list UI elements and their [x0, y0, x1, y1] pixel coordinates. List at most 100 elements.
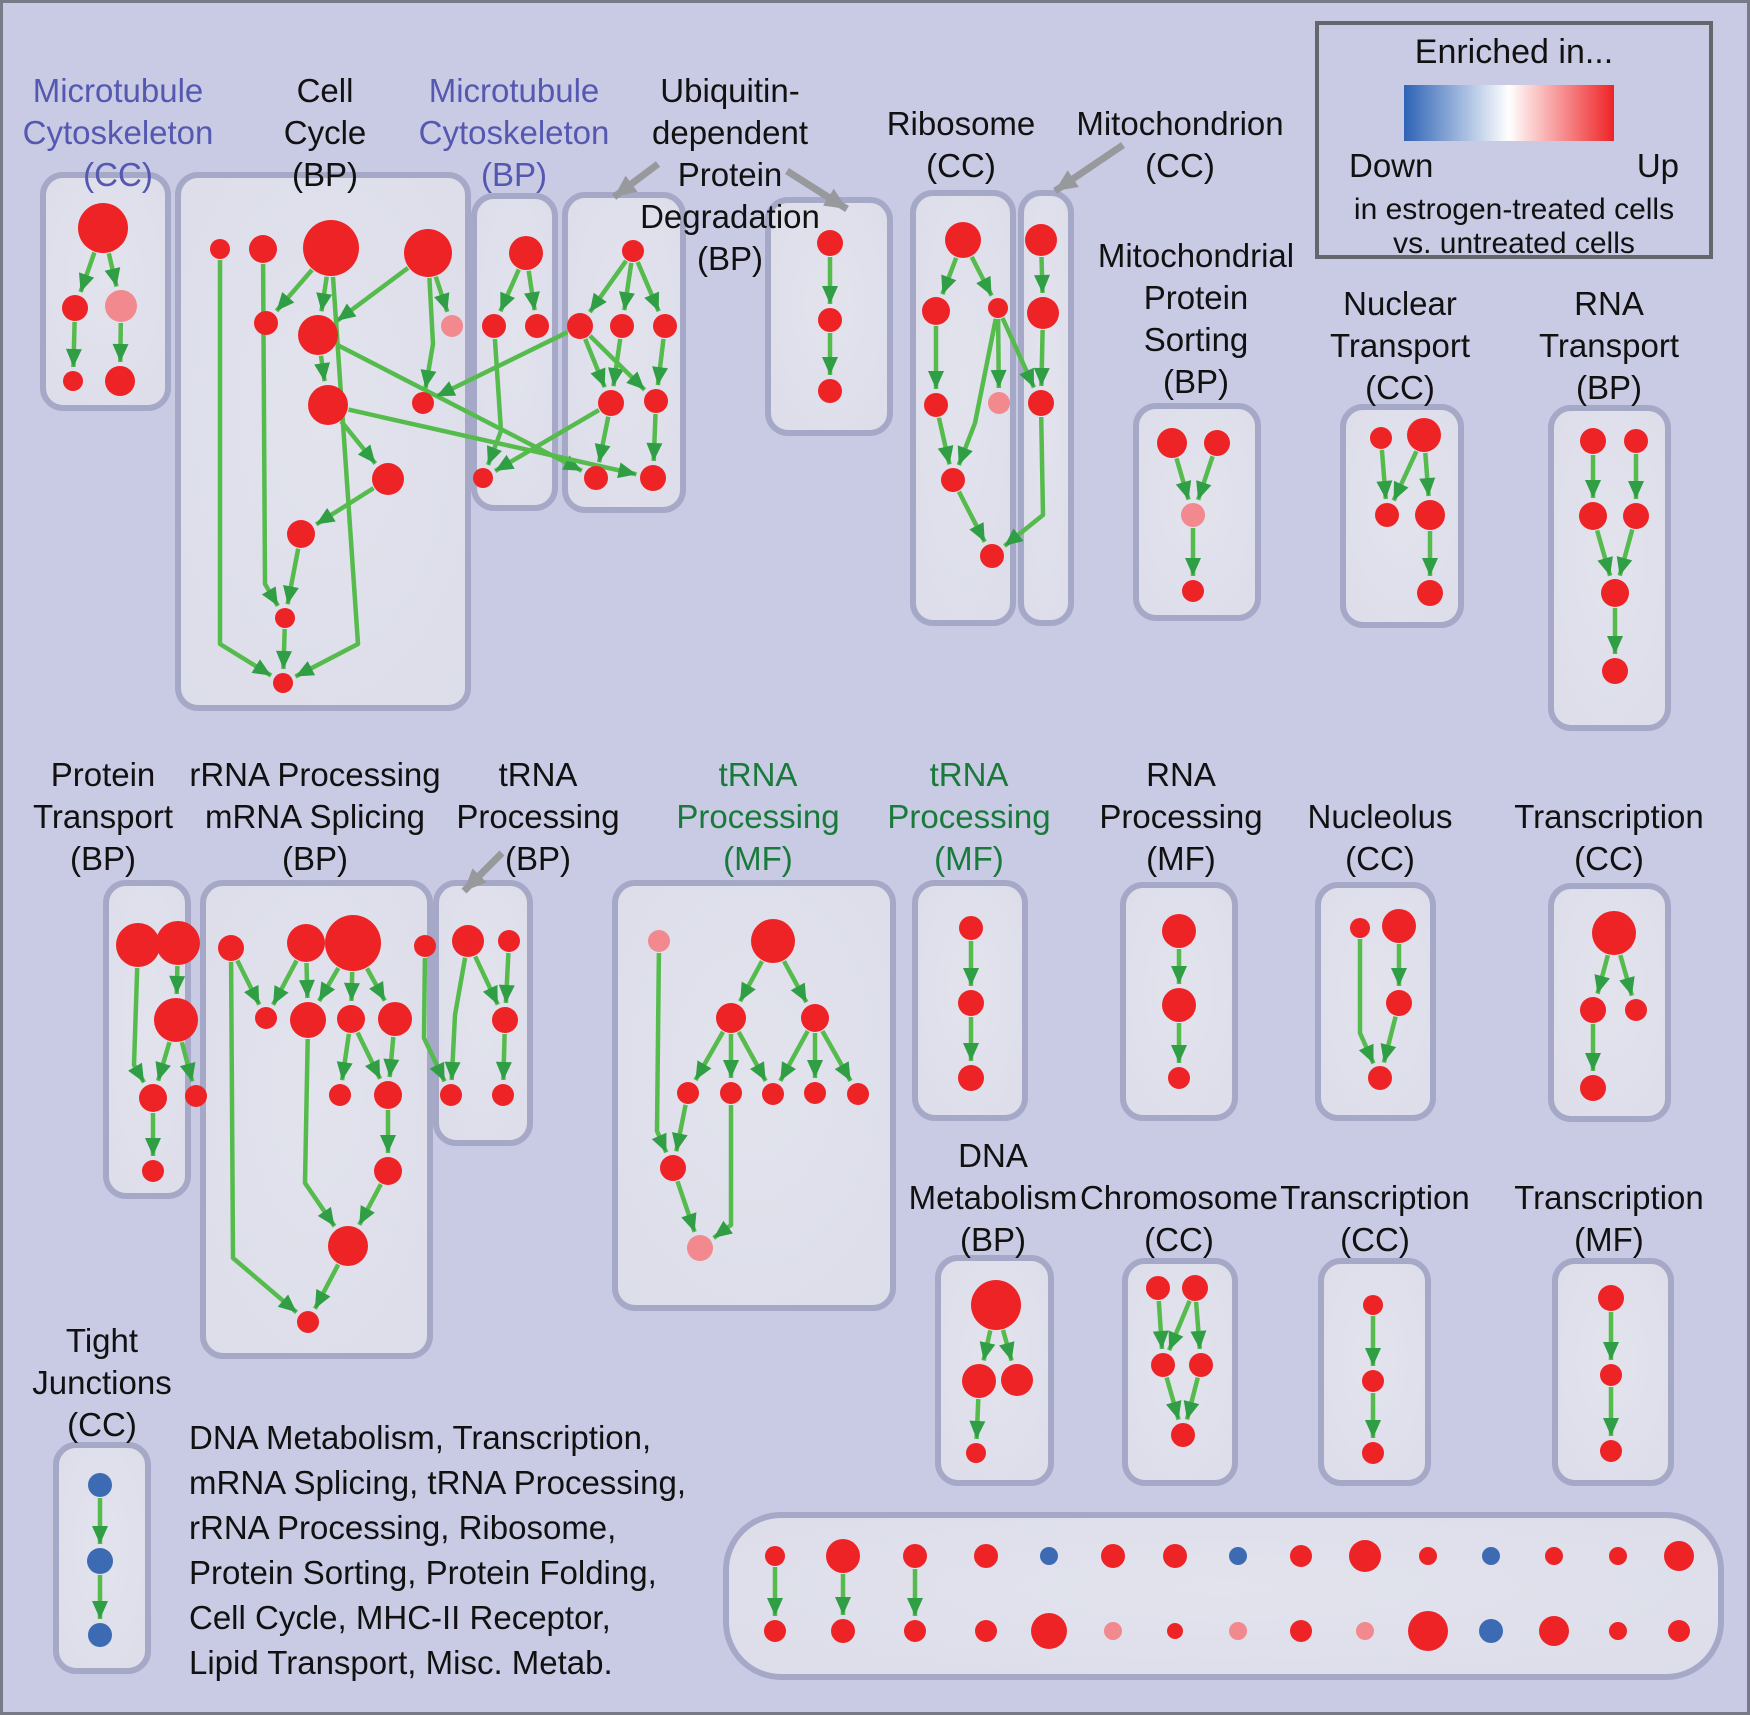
- edge-arrow: [228, 961, 299, 1315]
- cluster-label-transcription-cc-b: (CC): [1340, 1221, 1410, 1258]
- cluster-label-trna-processing-mf-a: Processing: [676, 798, 839, 835]
- edge-arrow: [820, 1029, 853, 1083]
- go-term-node: [648, 930, 670, 952]
- go-term-node: [210, 239, 230, 259]
- go-term-node: [1539, 1616, 1569, 1646]
- go-term-node: [1363, 1295, 1383, 1315]
- go-term-node: [653, 314, 677, 338]
- edge-arrow: [1594, 529, 1613, 577]
- edges-layer: [65, 251, 1644, 1619]
- go-term-node: [1350, 918, 1370, 938]
- cluster-label-dna-metabolism-bp: (BP): [960, 1221, 1026, 1258]
- cluster-label-trna-processing-mf-b: Processing: [887, 798, 1050, 835]
- cluster-label-microtubule-cytoskeleton-cc: Cytoskeleton: [23, 114, 214, 151]
- go-term-node: [88, 1623, 112, 1647]
- edge-arrow: [313, 1263, 341, 1310]
- go-term-node: [116, 923, 160, 967]
- go-term-node: [924, 393, 948, 417]
- cluster-label-rna-transport-bp: RNA: [1574, 285, 1644, 322]
- go-term-node: [1163, 1544, 1187, 1568]
- go-term-node: [275, 608, 295, 628]
- cluster-label-mitochondrion-cc: (CC): [1145, 147, 1215, 184]
- edge-arrow: [1357, 939, 1376, 1065]
- go-term-node: [817, 230, 843, 256]
- edge-arrow: [343, 971, 360, 1002]
- caption-line: Protein Sorting, Protein Folding,: [189, 1554, 657, 1591]
- cluster-label-trna-processing-bp: (BP): [505, 840, 571, 877]
- go-term-node: [922, 297, 950, 325]
- edge-arrow: [1190, 1301, 1207, 1350]
- edge-arrow: [383, 1036, 400, 1078]
- cluster-label-transcription-cc-a: (CC): [1574, 840, 1644, 877]
- go-term-node: [1624, 429, 1648, 453]
- edge-arrow: [736, 1030, 768, 1082]
- edge-arrow: [1033, 329, 1050, 387]
- edge-arrow: [1376, 449, 1393, 500]
- edge-arrow: [671, 1104, 688, 1152]
- go-term-node: [945, 222, 981, 258]
- cluster-label-chromosome-cc: Chromosome: [1080, 1179, 1278, 1216]
- edge-arrow: [940, 257, 959, 295]
- go-term-node: [1189, 1353, 1213, 1377]
- cluster-label-rna-transport-bp: Transport: [1539, 327, 1679, 364]
- go-term-node: [818, 308, 842, 332]
- go-term-node: [1162, 914, 1196, 948]
- cluster-box-nucleolus-cc: [1315, 882, 1436, 1121]
- edge-arrow: [1183, 1377, 1200, 1421]
- edge-arrow: [444, 957, 468, 1081]
- go-term-node: [290, 1002, 326, 1038]
- edge-arrow: [936, 417, 954, 465]
- edge-arrow: [1003, 416, 1046, 548]
- go-term-node: [412, 392, 434, 414]
- edge-arrow: [498, 952, 515, 1004]
- caption-line: mRNA Splicing, tRNA Processing,: [189, 1464, 687, 1501]
- legend-up-label: Up: [1636, 147, 1679, 184]
- legend-box: Enriched in... Down Up in estrogen-treat…: [1315, 21, 1713, 260]
- nodes-layer: [62, 203, 1694, 1651]
- cluster-label-trna-processing-bp: Processing: [456, 798, 619, 835]
- edge-arrow: [314, 486, 375, 527]
- go-term-node: [1417, 580, 1443, 606]
- edge-arrow: [619, 262, 635, 311]
- edge-arrow: [495, 1033, 512, 1081]
- edge-arrow: [169, 965, 186, 995]
- label-pointer-arrow: [785, 168, 849, 212]
- go-term-node: [1609, 1622, 1627, 1640]
- go-term-node: [1168, 1067, 1190, 1089]
- go-term-node: [492, 1007, 518, 1033]
- go-term-node: [1598, 1285, 1624, 1311]
- go-term-node: [762, 1083, 784, 1105]
- go-term-node: [325, 915, 381, 971]
- edge-arrow: [969, 1398, 986, 1440]
- go-term-node: [1579, 502, 1607, 530]
- go-term-node: [716, 1003, 746, 1033]
- cluster-label-trna-processing-mf-a: tRNA: [719, 756, 798, 793]
- edge-arrow: [65, 321, 82, 368]
- cluster-label-trna-processing-mf-b: tRNA: [930, 756, 1009, 793]
- go-term-node: [1375, 503, 1399, 527]
- go-term-node: [374, 1081, 402, 1109]
- edge-arrow: [675, 1180, 697, 1233]
- cluster-label-nucleolus-cc: (CC): [1345, 840, 1415, 877]
- go-term-node: [598, 390, 624, 416]
- cluster-label-dna-metabolism-bp: Metabolism: [909, 1179, 1078, 1216]
- edge-arrow: [1380, 1016, 1398, 1064]
- edge-arrow: [652, 338, 669, 386]
- caption-line: Cell Cycle, MHC-II Receptor,: [189, 1599, 611, 1636]
- cluster-box-microtubule-cytoskeleton-bp: [471, 193, 558, 511]
- go-term-node: [980, 544, 1004, 568]
- go-term-node: [988, 392, 1010, 414]
- go-term-node: [1146, 1276, 1170, 1300]
- caption-line: Lipid Transport, Misc. Metab.: [189, 1644, 613, 1681]
- edge-arrow: [317, 966, 341, 1003]
- edge-arrow: [651, 952, 669, 1154]
- cluster-label-trna-processing-mf-b: (MF): [934, 840, 1004, 877]
- cluster-label-mitochondrial-protein-sorting-bp: Mitochondrial: [1098, 237, 1294, 274]
- cluster-label-nucleolus-cc: Nucleolus: [1308, 798, 1453, 835]
- cluster-label-rna-processing-mf: Processing: [1099, 798, 1262, 835]
- edge-arrow: [316, 276, 333, 312]
- edge-arrow: [738, 960, 764, 1003]
- go-term-node: [971, 1280, 1021, 1330]
- edge-arrow: [956, 318, 999, 466]
